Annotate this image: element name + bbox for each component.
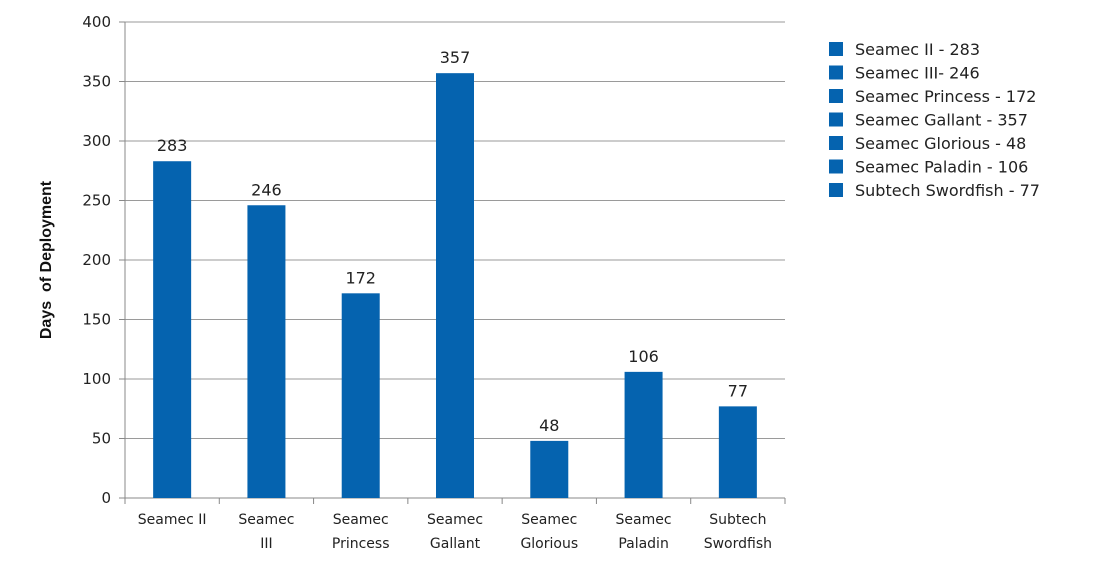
x-tick-label: Seamec [333, 512, 389, 528]
legend-swatch [829, 65, 843, 80]
legend-entry: Seamec Gallant - 357 [855, 111, 1028, 130]
y-tick-label: 200 [82, 251, 111, 269]
bar-7 [718, 406, 757, 498]
x-tick-label: Seamec [427, 512, 483, 528]
legend-swatch [829, 42, 843, 56]
bar-4 [436, 73, 474, 499]
y-tick-label: 150 [82, 311, 111, 329]
data-label: 77 [728, 381, 748, 400]
y-tick-label: 250 [82, 192, 111, 210]
data-label: 246 [251, 180, 282, 199]
data-label: 106 [628, 347, 659, 366]
x-tick-label: Seamec [521, 512, 577, 528]
x-tick-label: Swordfish [704, 536, 772, 552]
x-tick-label: III [260, 536, 272, 552]
data-label: 283 [157, 136, 188, 155]
x-tick-label: Paladin [618, 536, 669, 552]
x-tick-label: Seamec [616, 512, 672, 528]
bar-3 [341, 293, 380, 498]
legend-entry: Seamec Glorious - 48 [855, 134, 1026, 153]
x-tick-label: Glorious [520, 536, 578, 552]
x-tick-label: Seamec [238, 512, 294, 528]
legend-entry: Seamec II - 283 [855, 40, 980, 59]
bar-5 [530, 440, 569, 498]
x-tick-label: Seamec II [138, 512, 207, 528]
legend-entry: Seamec Princess - 172 [855, 87, 1036, 106]
bar-1 [153, 161, 192, 499]
data-label: 48 [539, 416, 559, 435]
y-tick-label: 0 [101, 489, 111, 507]
legend-swatch [829, 159, 843, 174]
legend-swatch [829, 136, 843, 150]
y-tick-label: 400 [82, 13, 111, 31]
legend-swatch [829, 89, 843, 103]
y-axis-title: Days of Deployment [38, 180, 55, 339]
bar-2 [247, 205, 286, 498]
legend-swatch [829, 112, 843, 127]
legend-entry: Seamec III- 246 [855, 64, 980, 83]
data-label: 357 [440, 48, 471, 67]
y-tick-label: 100 [82, 370, 111, 388]
y-tick-label: 50 [92, 430, 111, 448]
data-label: 172 [345, 268, 376, 287]
x-tick-label: Gallant [430, 536, 481, 552]
bar-6 [624, 371, 663, 498]
y-tick-label: 350 [82, 73, 111, 91]
x-tick-label: Subtech [709, 512, 766, 528]
x-tick-label: Princess [332, 536, 390, 552]
legend-swatch [829, 183, 843, 197]
y-tick-label: 300 [82, 132, 111, 150]
legend-entry: Seamec Paladin - 106 [855, 158, 1028, 177]
legend: Seamec II - 283 Seamec III- 246 Seamec Pri… [829, 40, 1040, 200]
legend-entry: Subtech Swordfish - 77 [855, 181, 1040, 200]
